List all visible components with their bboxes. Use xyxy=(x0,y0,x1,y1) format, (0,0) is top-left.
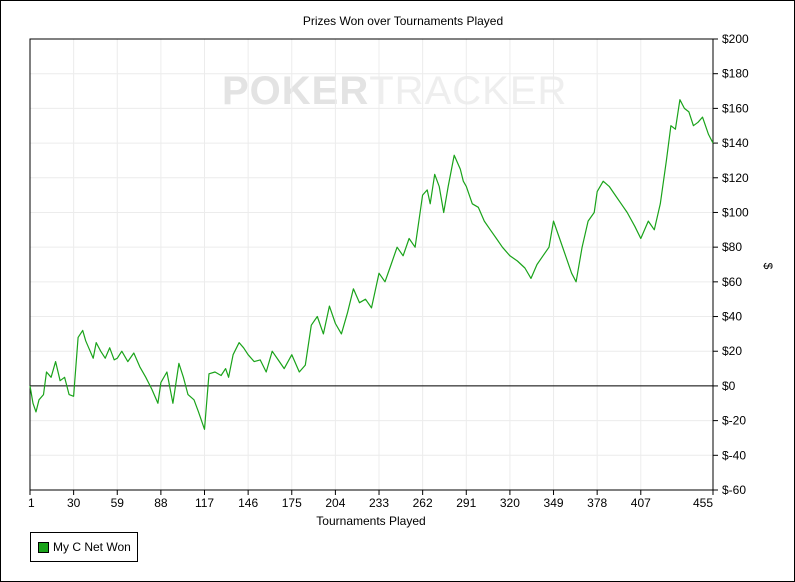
y-tick-label: $180 xyxy=(722,67,749,81)
svg-text:POKERTRACKER: POKERTRACKER xyxy=(222,69,567,113)
y-tick-label: $0 xyxy=(722,379,736,393)
x-tick-label: 88 xyxy=(154,496,168,510)
poker-tracker-watermark: POKERTRACKER xyxy=(222,69,567,113)
legend: My C Net Won xyxy=(30,532,138,562)
y-tick-label: $-20 xyxy=(722,414,746,428)
x-tick-label: 262 xyxy=(413,496,433,510)
y-tick-label: $200 xyxy=(722,32,749,46)
y-tick-label: $100 xyxy=(722,205,749,219)
watermark-bold-text: POKER xyxy=(222,69,369,113)
y-tick-label: $80 xyxy=(722,240,742,254)
x-tick-label: 455 xyxy=(693,496,713,510)
plot-area xyxy=(29,38,714,491)
x-axis: 1 30 59 88 117 146 175 204 233 262 291 320 349 378 407… xyxy=(28,490,714,510)
x-tick-label: 291 xyxy=(456,496,476,510)
x-tick-label: 59 xyxy=(111,496,125,510)
y-tick-label: $140 xyxy=(722,136,749,150)
y-tick-label: $160 xyxy=(722,101,749,115)
x-tick-label: 1 xyxy=(28,496,35,510)
x-tick-label: 378 xyxy=(587,496,607,510)
x-tick-label: 407 xyxy=(631,496,651,510)
y-axis: $200 $180 $160 $140 $120 $100 $80 $60 $40 $20 $0 $-… xyxy=(713,32,749,497)
x-tick-label: 233 xyxy=(369,496,389,510)
x-tick-label: 349 xyxy=(544,496,564,510)
legend-label: My C Net Won xyxy=(53,540,131,554)
chart-title: Prizes Won over Tournaments Played xyxy=(303,14,503,28)
x-tick-label: 30 xyxy=(67,496,81,510)
x-tick-label: 204 xyxy=(325,496,345,510)
y-tick-label: $-40 xyxy=(722,448,746,462)
y-tick-label: $-60 xyxy=(722,483,746,497)
watermark-light-text: TRACKER xyxy=(369,69,567,113)
legend-swatch xyxy=(38,541,49,553)
y-tick-label: $120 xyxy=(722,171,749,185)
series-line-net-won xyxy=(29,99,714,430)
y-tick-label: $40 xyxy=(722,310,742,324)
x-tick-label: 117 xyxy=(195,496,214,510)
y-tick-label: $60 xyxy=(722,275,742,289)
y-axis-label: $ xyxy=(761,263,775,270)
x-tick-label: 175 xyxy=(282,496,302,510)
x-tick-label: 320 xyxy=(500,496,520,510)
x-tick-label: 146 xyxy=(238,496,258,510)
y-tick-label: $20 xyxy=(722,344,742,358)
x-axis-label: Tournaments Played xyxy=(316,514,425,528)
